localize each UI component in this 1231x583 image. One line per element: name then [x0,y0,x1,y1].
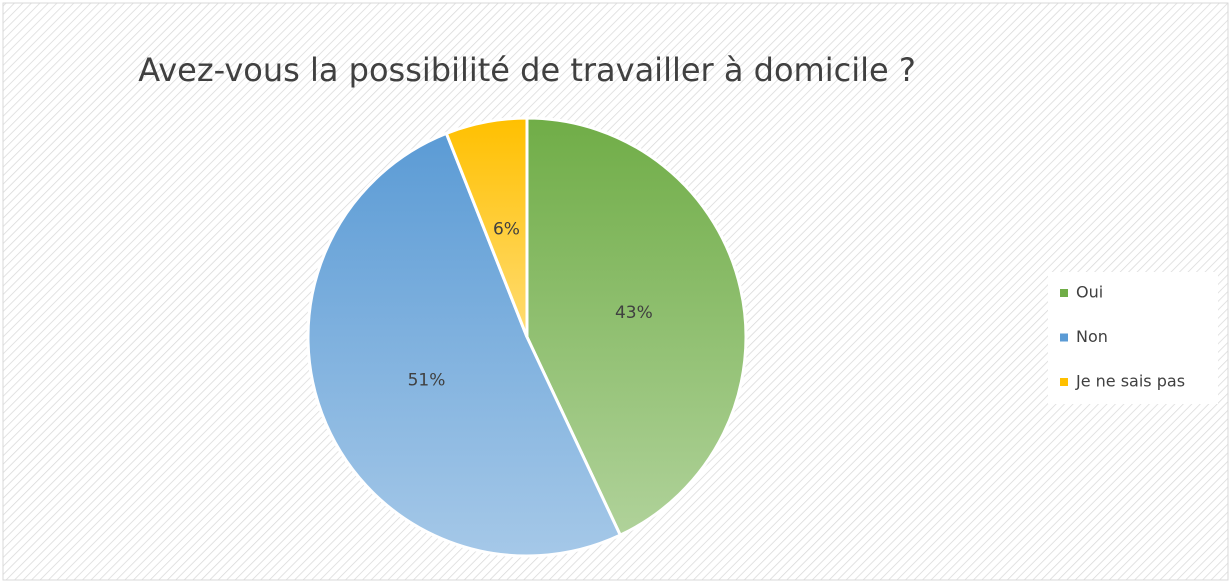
pie-slice [306,131,623,558]
chart-title: Avez-vous la possibilité de travailler à… [138,51,916,89]
legend-label: Je ne sais pas [1075,372,1185,391]
pie-slice [525,116,748,538]
pie-slice [444,116,529,338]
legend-label: Oui [1076,283,1103,302]
data-label: 43% [615,303,653,323]
legend-swatch [1060,378,1068,386]
legend-swatch [1060,289,1068,297]
legend-swatch [1060,333,1068,342]
data-label: 6% [493,219,520,239]
data-label: 51% [408,370,446,390]
legend-label: Non [1076,327,1108,346]
legend-box [1048,272,1218,404]
